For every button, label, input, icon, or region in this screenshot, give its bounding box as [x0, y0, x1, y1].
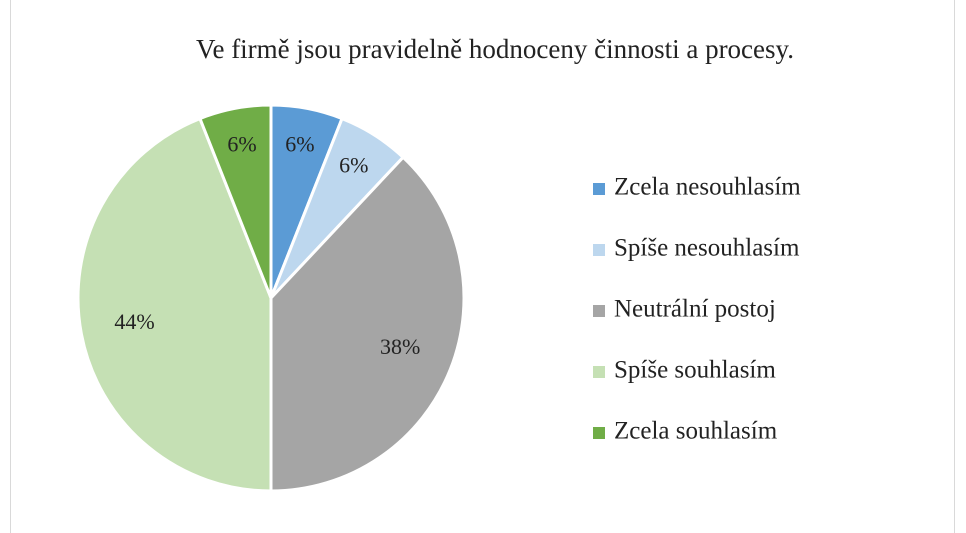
- legend-swatch: [593, 305, 605, 317]
- legend-label: Zcela souhlasím: [614, 418, 778, 445]
- legend-label: Spíše nesouhlasím: [614, 235, 800, 262]
- data-label: 44%: [114, 309, 154, 334]
- data-label: 6%: [285, 131, 314, 156]
- pie-slice: [76, 116, 273, 493]
- legend-label: Zcela nesouhlasím: [614, 174, 801, 201]
- chart-title: Ve firmě jsou pravidelně hodnoceny činno…: [196, 34, 794, 64]
- pie-slice: [198, 103, 273, 299]
- legend-swatch: [593, 427, 605, 439]
- data-label: 38%: [380, 334, 420, 359]
- legend-label: Spíše souhlasím: [614, 357, 776, 384]
- legend-swatch: [593, 183, 605, 195]
- legend-swatch: [593, 366, 605, 378]
- legend-label: Neutrální postoj: [614, 296, 776, 323]
- pie-slice: [269, 155, 466, 493]
- data-label: 6%: [339, 153, 368, 178]
- data-label: 6%: [227, 131, 256, 156]
- legend-swatch: [593, 244, 605, 256]
